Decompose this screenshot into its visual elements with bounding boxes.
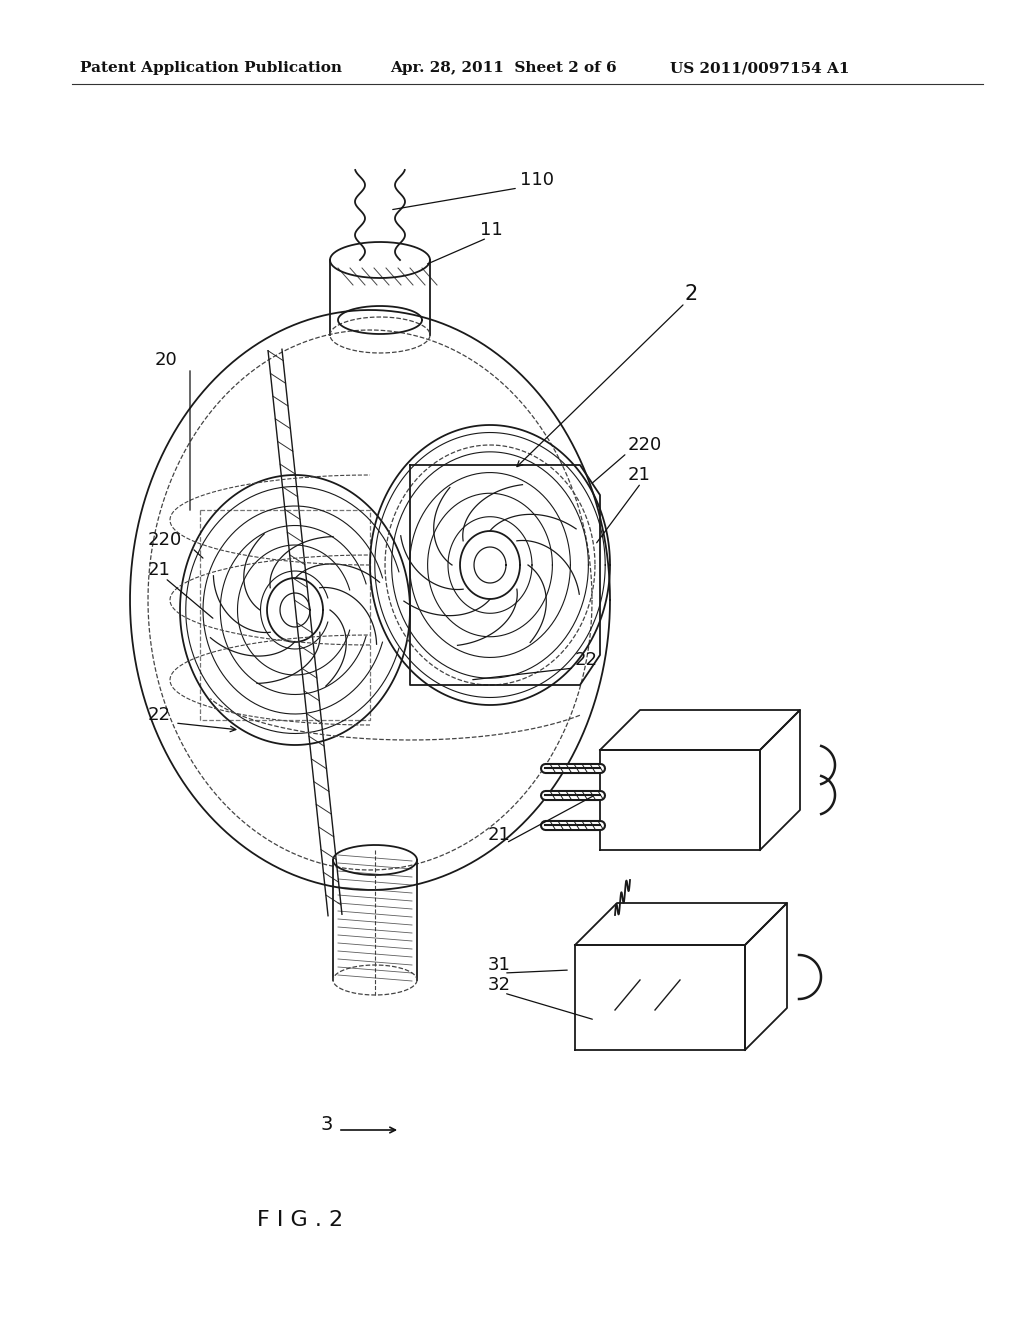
Text: 3: 3 <box>319 1115 333 1134</box>
Text: 220: 220 <box>148 531 182 549</box>
Text: 22: 22 <box>148 706 171 723</box>
Text: 2: 2 <box>685 284 698 304</box>
Text: 220: 220 <box>628 436 663 454</box>
Text: 21: 21 <box>148 561 171 579</box>
Text: 22: 22 <box>575 651 598 669</box>
Text: Patent Application Publication: Patent Application Publication <box>80 61 342 75</box>
Text: 31: 31 <box>488 956 511 974</box>
Text: 21: 21 <box>488 826 511 843</box>
Text: Apr. 28, 2011  Sheet 2 of 6: Apr. 28, 2011 Sheet 2 of 6 <box>390 61 616 75</box>
Text: 21: 21 <box>628 466 651 484</box>
Text: 11: 11 <box>480 220 503 239</box>
Text: 32: 32 <box>488 975 511 994</box>
Text: 20: 20 <box>155 351 178 370</box>
Text: 110: 110 <box>520 172 554 189</box>
Text: US 2011/0097154 A1: US 2011/0097154 A1 <box>670 61 850 75</box>
Text: F I G . 2: F I G . 2 <box>257 1210 343 1230</box>
